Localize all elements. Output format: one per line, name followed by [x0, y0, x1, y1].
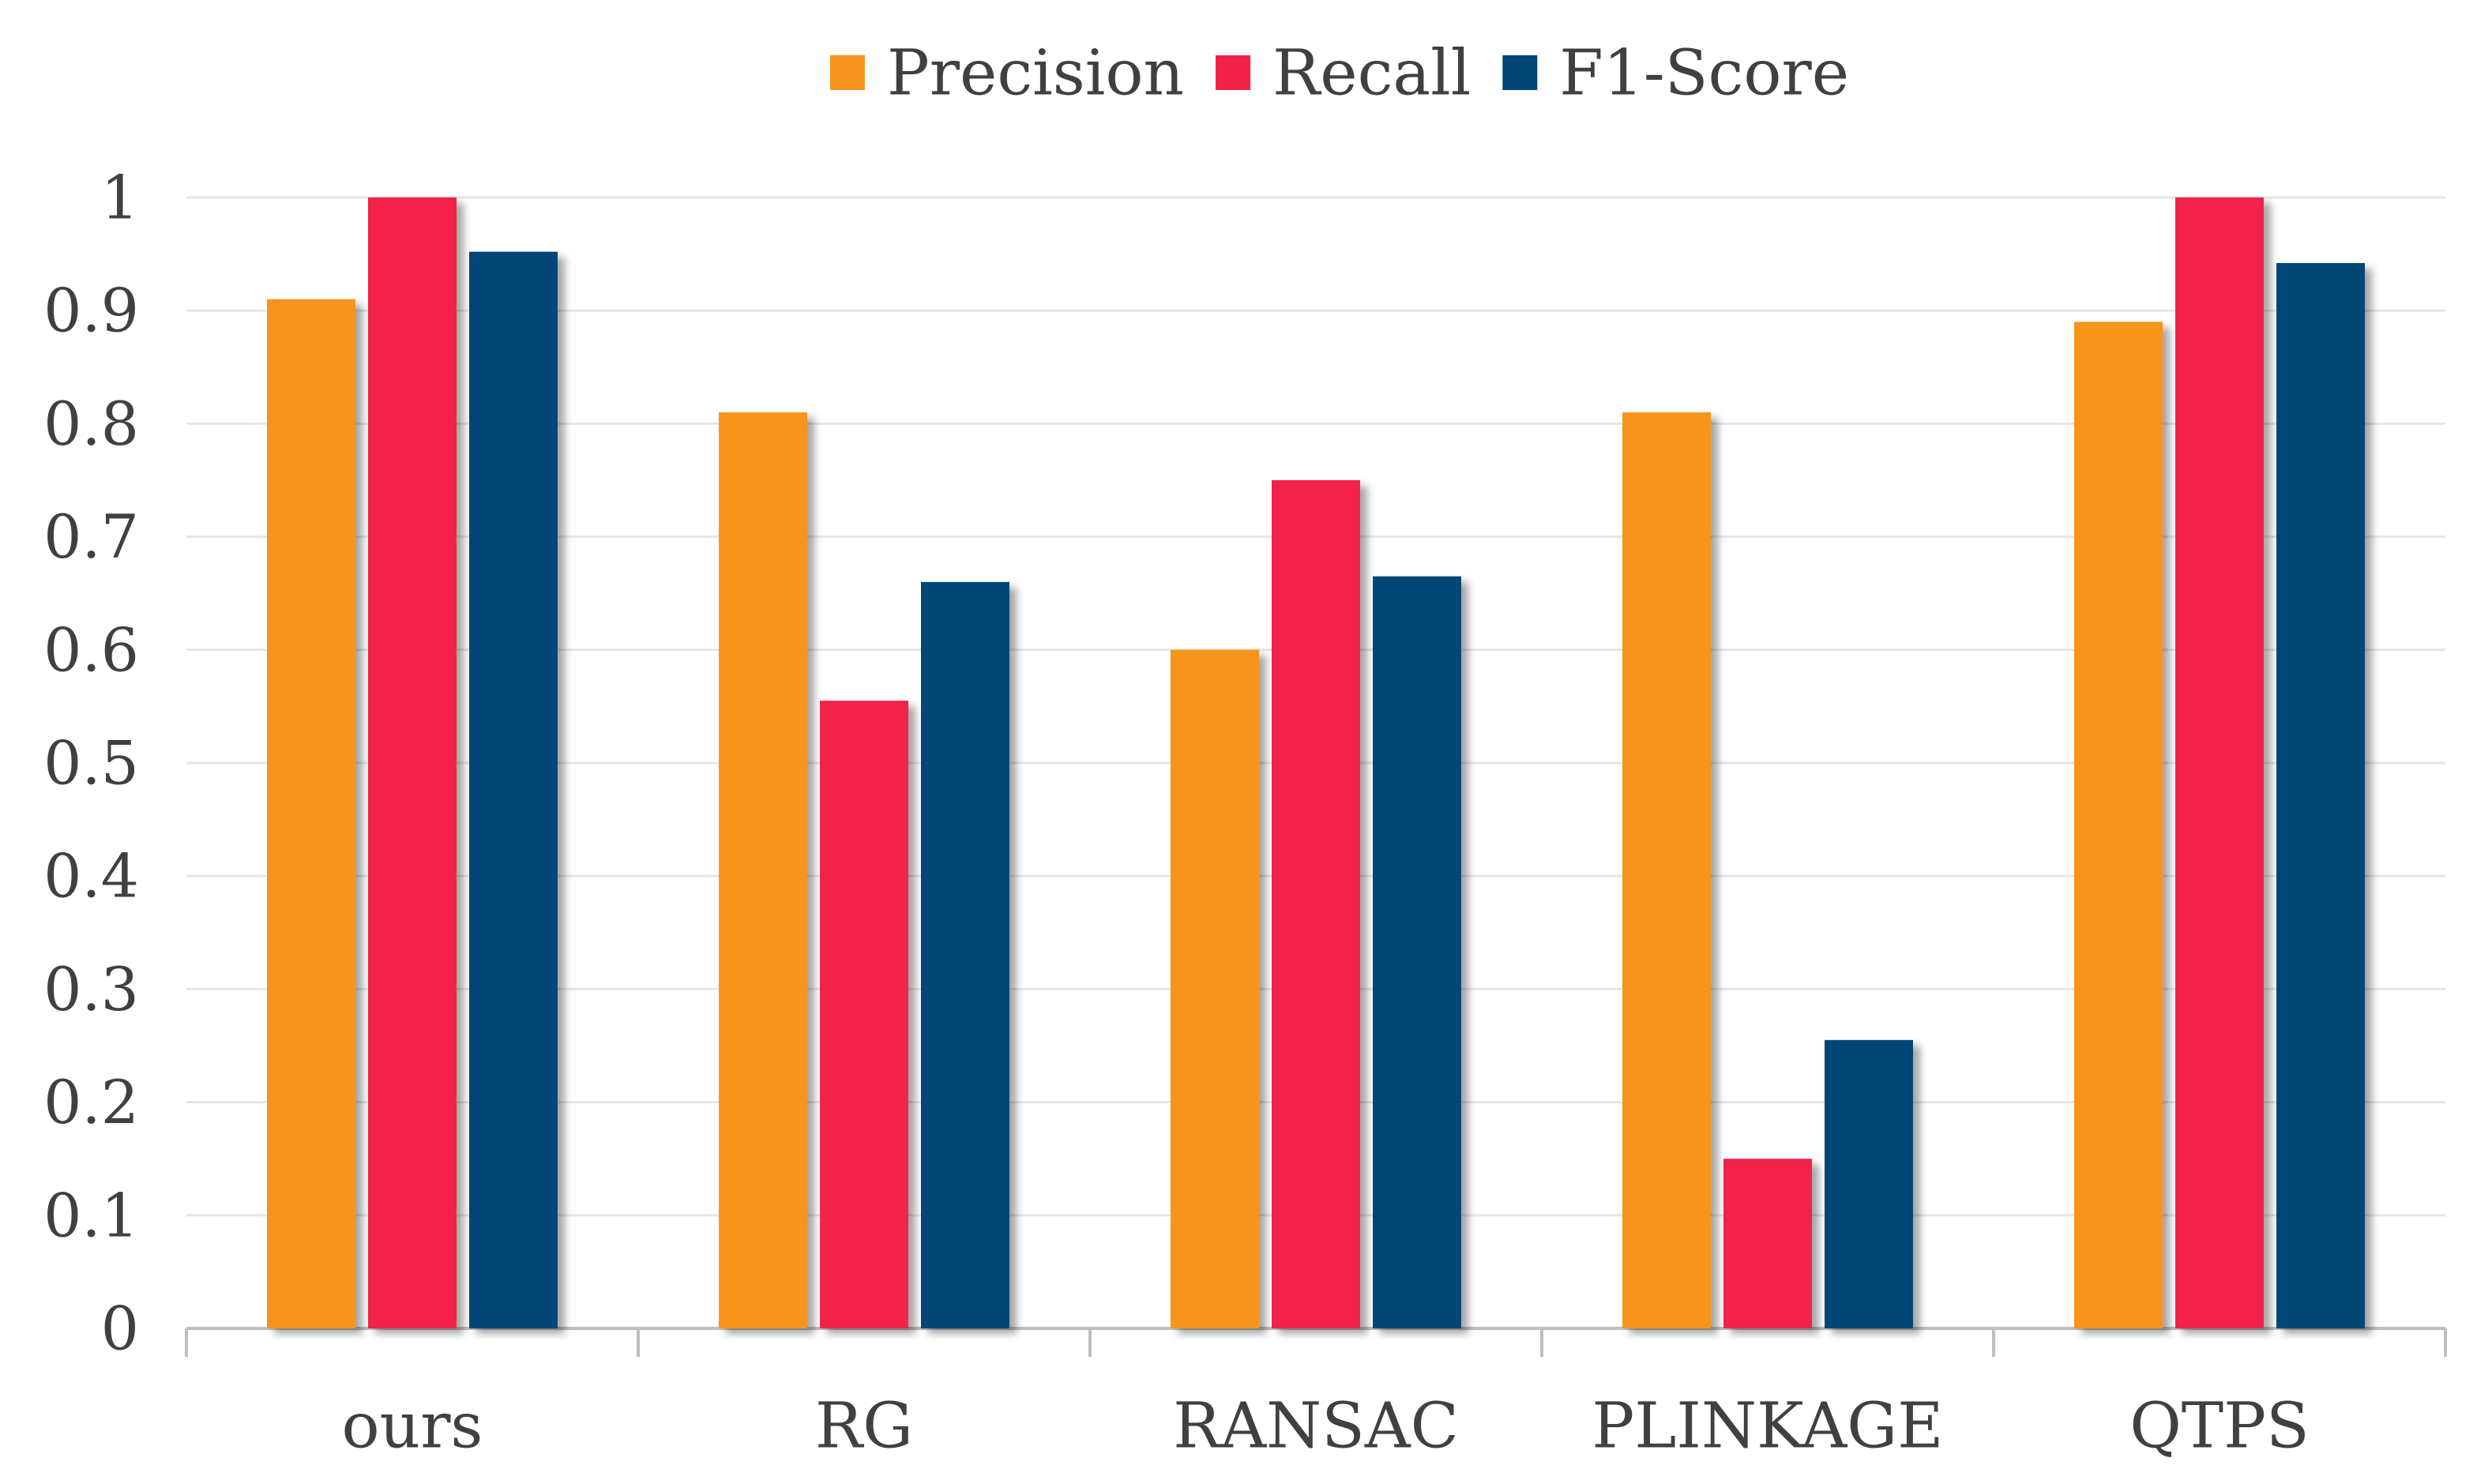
category-label: PLINKAGE — [1592, 1389, 1943, 1463]
legend-label-recall: Recall — [1272, 36, 1471, 110]
y-tick-label: 0.6 — [43, 614, 139, 685]
bar-f1-score-ours — [469, 251, 558, 1329]
y-tick-label: 1 — [101, 163, 139, 233]
y-tick-label: 0.3 — [43, 954, 139, 1024]
bar-recall-qtps — [2175, 197, 2264, 1328]
x-axis — [185, 1327, 2447, 1357]
bar-recall-rg — [820, 701, 908, 1328]
bar-precision-rg — [719, 412, 807, 1328]
category-label: RANSAC — [1173, 1389, 1459, 1463]
bar-recall-ours — [368, 197, 457, 1328]
bar-f1-score-rg — [921, 581, 1009, 1328]
bar-recall-ransac — [1272, 480, 1360, 1328]
legend: Precision Recall F1-Score — [829, 36, 1849, 110]
y-tick-label: 0.5 — [43, 728, 139, 798]
y-axis-tick-labels: 0 0.1 0.2 0.3 0.4 0.5 0.6 0.7 0.8 0.9 1 — [43, 163, 139, 1364]
legend-label-f1-score: F1-Score — [1559, 36, 1849, 110]
y-tick-label: 0.7 — [43, 502, 139, 572]
legend-swatch-recall — [1216, 55, 1251, 90]
y-tick-label: 0.1 — [43, 1180, 139, 1250]
y-tick-label: 0.9 — [43, 276, 139, 346]
y-tick-label: 0.4 — [43, 841, 139, 911]
y-tick-label: 0.2 — [43, 1067, 139, 1137]
legend-swatch-precision — [829, 55, 865, 90]
y-tick-label: 0.8 — [43, 389, 139, 459]
bars — [267, 197, 2365, 1329]
legend-swatch-f1-score — [1502, 55, 1538, 90]
category-label: QTPS — [2129, 1389, 2310, 1463]
bar-precision-plinkage — [1622, 412, 1711, 1328]
bar-recall-plinkage — [1723, 1159, 1812, 1328]
bar-f1-score-qtps — [2276, 263, 2365, 1328]
legend-label-precision: Precision — [887, 36, 1184, 110]
bar-precision-ransac — [1171, 649, 1259, 1328]
category-labels: ours RG RANSAC PLINKAGE QTPS — [342, 1389, 2310, 1463]
bar-precision-ours — [267, 299, 355, 1328]
bar-f1-score-ransac — [1373, 576, 1461, 1328]
y-tick-label: 0 — [101, 1294, 139, 1364]
category-label: RG — [815, 1389, 913, 1463]
category-label: ours — [342, 1389, 483, 1463]
bar-f1-score-plinkage — [1825, 1039, 1913, 1328]
bar-precision-qtps — [2074, 321, 2163, 1328]
